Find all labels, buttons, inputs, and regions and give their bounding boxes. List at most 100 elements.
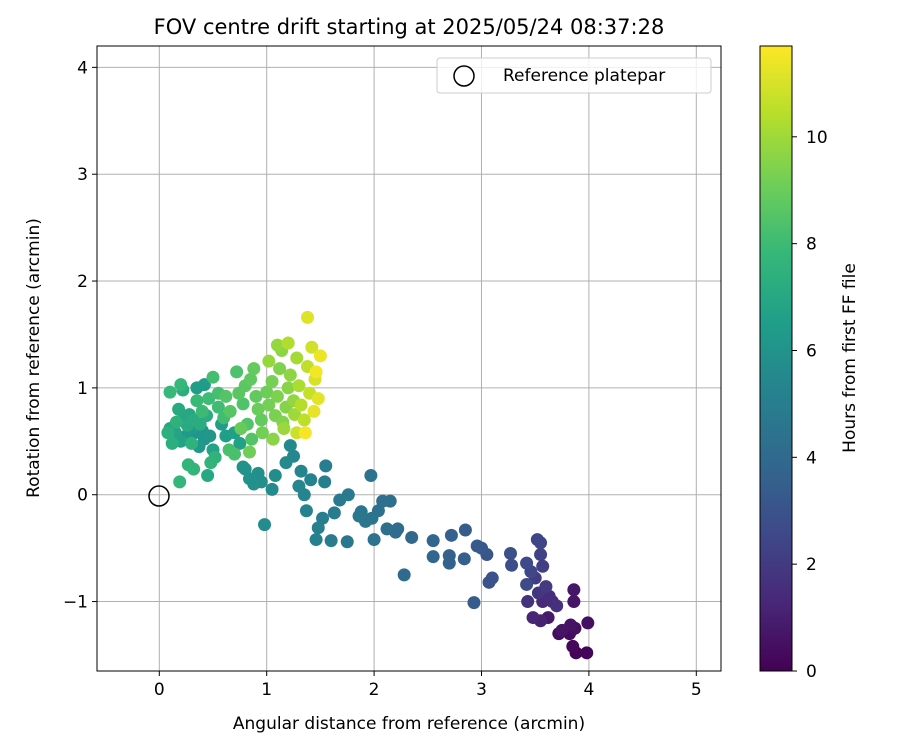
data-point: [457, 552, 471, 566]
data-point: [172, 402, 186, 416]
data-point: [247, 362, 261, 376]
data-point: [470, 539, 484, 553]
data-point: [236, 397, 250, 411]
data-point: [292, 379, 306, 393]
data-point: [352, 509, 366, 523]
data-point: [266, 432, 280, 446]
data-point: [505, 558, 519, 572]
data-point: [530, 533, 544, 547]
data-point: [230, 365, 244, 379]
data-point: [467, 596, 481, 610]
colorbar-ticks: 0 2 4 6 8 10: [792, 128, 828, 682]
legend: Reference platepar: [436, 57, 712, 94]
data-point: [204, 456, 218, 470]
data-point: [567, 595, 581, 609]
data-point: [309, 365, 323, 379]
y-tick-label: −1: [63, 593, 88, 613]
data-point: [520, 556, 534, 570]
colorbar-tick-label: 2: [806, 555, 817, 575]
data-point: [458, 523, 472, 537]
colorbar-tick-label: 0: [806, 662, 817, 682]
data-point: [397, 568, 411, 582]
data-point: [539, 580, 553, 594]
data-point: [255, 426, 269, 440]
data-point: [290, 351, 304, 365]
data-point: [251, 402, 265, 416]
grid: [97, 46, 721, 671]
data-point: [265, 374, 279, 388]
data-point: [211, 400, 225, 414]
data-point: [233, 436, 247, 450]
data-point: [173, 475, 187, 489]
data-point: [288, 408, 302, 422]
x-tick-label: 2: [369, 680, 380, 700]
data-point: [163, 385, 177, 399]
data-point: [292, 479, 306, 493]
data-point: [311, 521, 325, 535]
data-point: [270, 389, 284, 403]
data-point: [566, 639, 580, 653]
data-point: [202, 392, 216, 406]
data-point: [327, 506, 341, 520]
data-point: [298, 426, 312, 440]
y-tick-label: 1: [77, 379, 88, 399]
data-point: [244, 372, 258, 386]
legend-box: [436, 57, 712, 94]
data-point: [333, 493, 347, 507]
data-point: [580, 646, 594, 660]
y-axis-label: Rotation from reference (arcmin): [24, 218, 44, 498]
data-point: [364, 468, 378, 482]
data-point: [521, 595, 535, 609]
data-point: [197, 378, 211, 392]
data-point: [581, 616, 595, 630]
data-point: [245, 432, 259, 446]
data-point: [442, 556, 456, 570]
data-point: [281, 381, 295, 395]
data-point: [161, 426, 175, 440]
data-point: [520, 577, 534, 591]
data-point: [305, 340, 319, 354]
data-point: [187, 462, 201, 476]
data-point: [426, 550, 440, 564]
data-point: [219, 389, 233, 403]
colorbar-tick-label: 8: [806, 235, 817, 255]
data-point: [185, 436, 199, 450]
data-point: [405, 530, 419, 544]
plot-frame: [96, 45, 722, 672]
data-point: [301, 310, 315, 324]
data-point: [324, 534, 338, 548]
data-point: [367, 533, 381, 547]
data-point: [309, 533, 323, 547]
data-point: [174, 378, 188, 392]
data-point: [201, 468, 215, 482]
data-point: [277, 421, 291, 435]
data-point: [206, 370, 220, 384]
data-point: [304, 473, 318, 487]
data-point: [169, 415, 183, 429]
data-point: [536, 559, 550, 573]
x-tick-label: 5: [691, 680, 702, 700]
data-point: [380, 522, 394, 536]
legend-label: Reference platepar: [503, 66, 665, 86]
data-point: [340, 535, 354, 549]
data-point: [268, 468, 282, 482]
colorbar-tick-label: 10: [806, 128, 828, 148]
data-point: [526, 611, 540, 625]
data-point: [195, 404, 209, 418]
colorbar: [759, 45, 793, 672]
data-point: [270, 338, 284, 352]
data-point: [223, 404, 237, 418]
data-point: [426, 534, 440, 548]
data-point: [534, 548, 548, 562]
colorbar-tick-label: 6: [806, 341, 817, 361]
data-point: [555, 623, 569, 637]
data-point: [307, 404, 321, 418]
x-tick-label: 3: [476, 680, 487, 700]
x-axis-label: Angular distance from reference (arcmin): [233, 714, 585, 734]
data-point: [262, 398, 276, 412]
y-tick-label: 0: [77, 486, 88, 506]
data-point: [444, 528, 458, 542]
data-point: [203, 429, 217, 443]
data-point: [297, 413, 311, 427]
